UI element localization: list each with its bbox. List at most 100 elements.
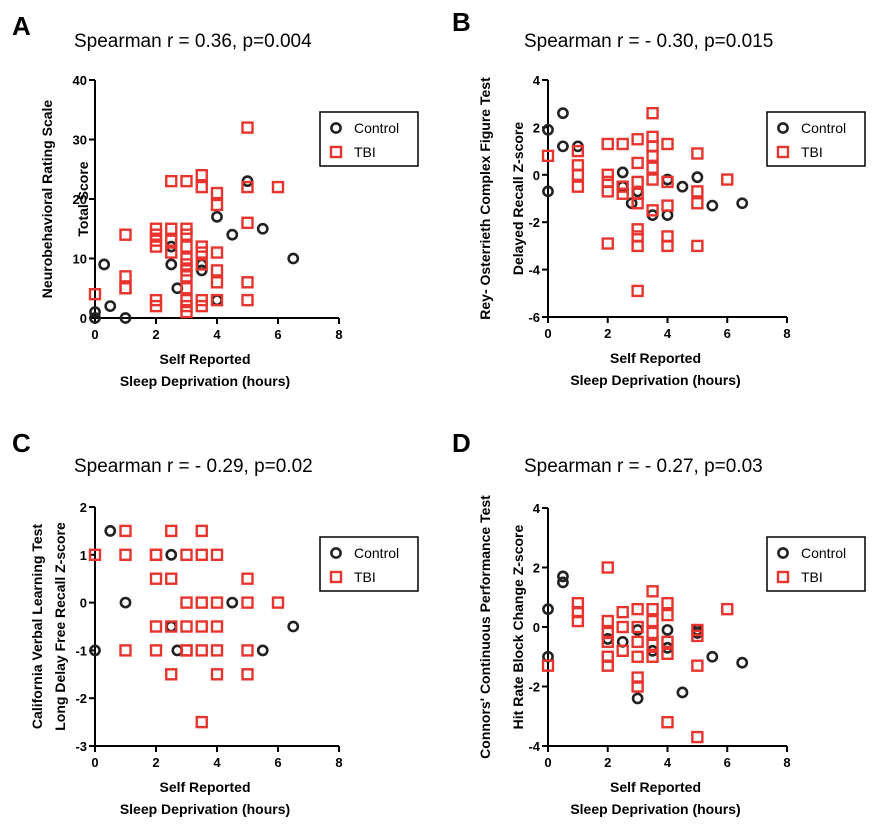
x-tick-label: 2: [604, 755, 611, 770]
x-tick-label: 8: [335, 327, 342, 342]
data-point-tbi: [149, 240, 163, 253]
x-axis-title: Self Reported: [610, 779, 701, 795]
panel-title: Spearman r = - 0.27, p=0.03: [524, 456, 763, 477]
legend-label: TBI: [801, 144, 823, 160]
data-point-tbi: [195, 644, 208, 657]
x-tick-label: 0: [91, 327, 98, 342]
data-point-tbi: [601, 137, 614, 151]
data-point-tbi: [210, 668, 224, 681]
data-point-tbi: [195, 524, 208, 538]
data-point-tbi: [691, 659, 704, 672]
y-tick-label: 4: [533, 73, 541, 88]
data-point-tbi: [646, 626, 659, 640]
y-axis-title: Long Delay Free Recall Z-score: [52, 522, 68, 731]
data-point-tbi: [210, 264, 224, 277]
legend-marker-control: [330, 547, 342, 559]
data-point-tbi: [119, 282, 132, 295]
data-point-tbi: [210, 198, 224, 212]
data-point-tbi: [180, 596, 193, 609]
y-tick-label: 0: [533, 168, 540, 183]
x-tick-label: 8: [783, 755, 790, 770]
data-point-tbi: [646, 585, 659, 598]
data-point-tbi: [571, 180, 585, 193]
data-point-tbi: [119, 270, 132, 283]
data-point-tbi: [616, 644, 629, 657]
data-point-control: [557, 107, 569, 120]
data-point-tbi: [210, 186, 224, 200]
legend: Control TBI: [766, 536, 866, 592]
data-point-tbi: [691, 239, 704, 253]
panel-a: A Spearman r = 0.36, p=0.004 0 10 20 30 40 0 2 4 6…: [12, 11, 419, 389]
x-tick-label: 6: [724, 326, 731, 341]
y-axis-title: Neurobehavioral Rating Scale: [39, 100, 55, 299]
data-point-tbi: [661, 647, 674, 660]
legend-marker-tbi: [329, 145, 343, 159]
data-point-control: [98, 258, 111, 271]
data-point-tbi: [210, 293, 224, 307]
y-tick-label: -2: [75, 691, 87, 706]
legend-label: Control: [354, 120, 399, 136]
data-point-tbi: [210, 644, 224, 657]
y-tick-label: 30: [73, 133, 87, 148]
data-point-tbi: [601, 237, 614, 250]
data-point-tbi: [165, 234, 178, 247]
data-point-tbi: [646, 204, 659, 217]
data-point-tbi: [88, 288, 102, 301]
x-axis-title: Self Reported: [159, 351, 250, 367]
data-point-tbi: [631, 650, 644, 663]
data-point-control: [256, 222, 269, 235]
data-point-tbi: [646, 602, 659, 616]
data-point-control: [616, 166, 629, 179]
data-point-control: [736, 197, 749, 210]
data-point-control: [287, 620, 300, 633]
data-point-tbi: [646, 614, 659, 628]
data-point-tbi: [119, 524, 132, 538]
y-tick-label: -6: [528, 310, 540, 325]
data-point-tbi: [241, 180, 254, 194]
data-point-tbi: [180, 282, 193, 295]
data-point-tbi: [241, 572, 254, 585]
y-tick-label: 1: [80, 548, 87, 563]
data-point-control: [676, 686, 689, 699]
data-point-tbi: [691, 629, 704, 643]
data-point-tbi: [646, 106, 659, 120]
legend-marker-tbi: [329, 570, 343, 584]
data-point-tbi: [631, 620, 644, 634]
data-point-tbi: [631, 223, 644, 236]
data-point-tbi: [571, 614, 585, 628]
data-point-control: [195, 258, 208, 271]
data-point-tbi: [195, 258, 208, 271]
y-tick-label: 20: [73, 192, 87, 207]
data-point-tbi: [631, 635, 644, 649]
data-point-tbi: [271, 596, 285, 609]
data-point-control: [706, 199, 719, 212]
data-point-tbi: [616, 180, 629, 193]
x-tick-label: 6: [274, 327, 281, 342]
legend-marker-tbi: [776, 145, 790, 159]
data-point-control: [557, 576, 569, 589]
x-axis-title: Sleep Deprivation (hours): [120, 801, 290, 817]
panel-d: D Spearman r = - 0.27, p=0.03 -4 -2 0 2 4 0 2 4 6 8…: [452, 428, 866, 817]
legend-label: TBI: [801, 569, 823, 585]
data-point-tbi: [165, 222, 178, 235]
data-point-tbi: [646, 650, 659, 663]
data-point-control: [104, 525, 117, 537]
y-axis-title: Total Score: [75, 161, 91, 236]
data-point-control: [676, 180, 689, 193]
legend-label: TBI: [354, 569, 376, 585]
x-tick-label: 6: [724, 755, 731, 770]
data-point-tbi: [195, 246, 208, 259]
data-point-tbi: [616, 605, 629, 619]
data-point-control: [557, 570, 569, 583]
data-point-tbi: [631, 602, 644, 616]
panel-title: Spearman r = - 0.29, p=0.02: [74, 456, 313, 477]
data-point-tbi: [241, 668, 254, 681]
data-point-tbi: [195, 299, 208, 313]
data-point-tbi: [646, 161, 659, 174]
data-point-control: [89, 644, 101, 657]
y-tick-label: -1: [75, 643, 87, 658]
data-point-tbi: [165, 620, 178, 633]
data-point-tbi: [210, 276, 224, 289]
x-axis-title: Self Reported: [610, 350, 701, 366]
data-point-tbi: [601, 561, 614, 574]
